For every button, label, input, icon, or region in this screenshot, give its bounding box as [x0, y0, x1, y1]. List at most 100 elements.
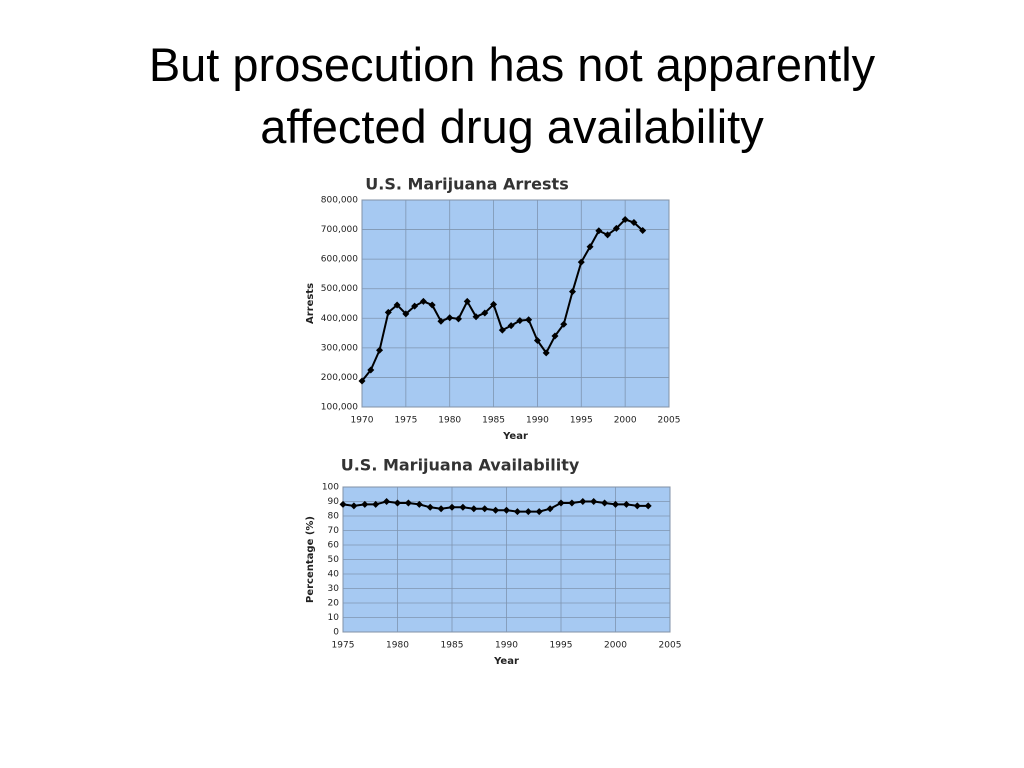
- data-marker: [481, 309, 489, 317]
- x-axis-label: Year: [502, 431, 528, 442]
- data-marker: [463, 297, 471, 305]
- data-marker: [513, 508, 521, 516]
- y-tick-label: 40: [328, 570, 340, 580]
- data-marker: [415, 500, 423, 508]
- x-tick-label: 1980: [386, 641, 409, 651]
- data-marker: [383, 498, 391, 505]
- x-axis-label: Year: [493, 656, 519, 667]
- y-tick-label: 100,000: [321, 403, 358, 413]
- data-marker: [601, 499, 609, 507]
- data-marker: [448, 503, 456, 511]
- data-marker: [612, 224, 620, 232]
- data-marker: [454, 315, 462, 323]
- data-marker: [490, 300, 498, 308]
- y-tick-label: 20: [328, 599, 340, 609]
- data-marker: [428, 301, 436, 309]
- data-marker: [577, 258, 585, 266]
- data-marker: [470, 505, 478, 513]
- data-marker: [384, 308, 392, 316]
- data-marker: [595, 227, 603, 235]
- data-marker: [372, 500, 380, 508]
- data-marker: [437, 505, 445, 513]
- y-tick-label: 600,000: [321, 255, 358, 265]
- slide-title: But prosecution has not apparently affec…: [148, 38, 876, 153]
- y-tick-label: 700,000: [321, 225, 358, 235]
- chart-title: U.S. Marijuana Arrests: [365, 175, 568, 194]
- data-marker: [630, 218, 638, 226]
- data-marker: [507, 322, 515, 330]
- data-marker: [492, 506, 500, 514]
- data-marker: [350, 502, 358, 510]
- x-tick-label: 2000: [614, 416, 637, 426]
- y-tick-label: 70: [328, 526, 340, 536]
- data-marker: [339, 500, 347, 508]
- data-marker: [361, 500, 369, 508]
- data-marker: [411, 302, 419, 310]
- data-marker: [586, 243, 594, 251]
- data-marker: [524, 508, 532, 516]
- data-marker: [498, 326, 506, 334]
- data-marker: [419, 297, 427, 305]
- data-marker: [533, 336, 541, 344]
- x-tick-label: 1975: [394, 416, 417, 426]
- data-marker: [621, 216, 629, 224]
- y-tick-label: 60: [328, 541, 340, 551]
- x-tick-label: 1975: [332, 641, 355, 651]
- data-marker: [551, 332, 559, 340]
- data-marker: [404, 499, 412, 507]
- data-marker: [393, 301, 401, 309]
- y-axis-label: Percentage (%): [305, 516, 316, 603]
- data-marker: [560, 320, 568, 328]
- data-marker: [535, 508, 543, 516]
- data-marker: [376, 346, 384, 354]
- data-marker: [394, 499, 401, 507]
- data-marker: [402, 310, 410, 318]
- data-marker: [604, 231, 612, 239]
- x-tick-label: 1985: [482, 416, 505, 426]
- y-tick-label: 400,000: [321, 314, 358, 324]
- data-marker: [639, 226, 647, 234]
- data-marker: [569, 288, 577, 296]
- data-marker: [481, 505, 489, 513]
- data-marker: [590, 498, 598, 505]
- y-tick-label: 100: [322, 483, 339, 493]
- y-tick-label: 0: [333, 628, 339, 638]
- data-marker: [459, 503, 467, 511]
- y-tick-label: 300,000: [321, 343, 358, 353]
- data-marker: [633, 502, 641, 510]
- data-marker: [546, 505, 554, 513]
- y-tick-label: 800,000: [321, 196, 358, 206]
- data-marker: [367, 366, 375, 374]
- data-marker: [568, 499, 576, 507]
- data-marker: [437, 317, 445, 325]
- x-tick-label: 1990: [526, 416, 549, 426]
- x-tick-label: 2005: [659, 641, 682, 651]
- data-marker: [516, 317, 524, 325]
- data-marker: [472, 313, 480, 321]
- data-marker: [644, 502, 652, 510]
- x-tick-label: 1980: [438, 416, 461, 426]
- data-marker: [446, 314, 454, 322]
- chart-title: U.S. Marijuana Availability: [341, 456, 580, 475]
- y-tick-label: 90: [328, 497, 340, 507]
- x-tick-label: 2000: [604, 641, 627, 651]
- data-marker: [622, 500, 630, 508]
- plot-area: [361, 199, 670, 408]
- x-tick-label: 1995: [550, 641, 573, 651]
- data-marker: [612, 500, 619, 508]
- y-tick-label: 500,000: [321, 284, 358, 294]
- data-marker: [557, 499, 565, 507]
- data-marker: [426, 503, 434, 511]
- y-tick-label: 10: [328, 613, 340, 623]
- x-tick-label: 1990: [495, 641, 518, 651]
- data-marker: [542, 349, 550, 357]
- y-axis-label: Arrests: [305, 283, 316, 324]
- data-marker: [358, 377, 366, 385]
- x-tick-label: 1970: [351, 416, 374, 426]
- y-tick-label: 80: [328, 512, 340, 522]
- x-tick-label: 1985: [441, 641, 464, 651]
- data-marker: [579, 498, 587, 505]
- y-tick-label: 30: [328, 584, 340, 594]
